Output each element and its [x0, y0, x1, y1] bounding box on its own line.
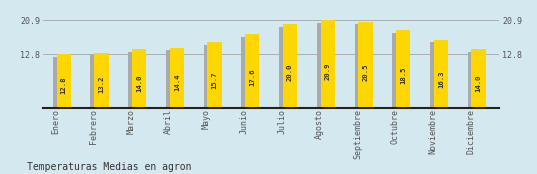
Text: 15.7: 15.7 [212, 72, 217, 89]
Bar [468, 52, 472, 108]
Bar [430, 42, 434, 108]
Text: 14.0: 14.0 [136, 74, 142, 92]
Text: 17.6: 17.6 [249, 68, 255, 86]
Bar [392, 33, 397, 108]
Bar [207, 42, 222, 108]
Bar [471, 49, 486, 108]
Bar [56, 54, 71, 108]
Text: Temperaturas Medias en agron: Temperaturas Medias en agron [27, 162, 191, 172]
Bar [434, 39, 448, 108]
Bar [283, 24, 297, 108]
Bar [204, 45, 208, 108]
Bar [95, 53, 108, 108]
Bar [242, 37, 246, 108]
Bar [317, 23, 321, 108]
Text: 14.0: 14.0 [476, 74, 482, 92]
Bar [166, 50, 170, 108]
Bar [396, 30, 410, 108]
Text: 16.3: 16.3 [438, 70, 444, 88]
Bar [279, 27, 284, 108]
Text: 20.9: 20.9 [325, 62, 331, 80]
Bar [53, 57, 57, 108]
Bar [321, 20, 335, 108]
Bar [128, 52, 133, 108]
Text: 18.5: 18.5 [400, 67, 406, 84]
Text: 12.8: 12.8 [61, 77, 67, 94]
Bar [358, 22, 373, 108]
Text: 20.0: 20.0 [287, 64, 293, 81]
Bar [354, 25, 359, 108]
Bar [170, 48, 184, 108]
Bar [245, 34, 259, 108]
Bar [132, 49, 146, 108]
Text: 13.2: 13.2 [98, 76, 104, 93]
Bar [91, 55, 95, 108]
Text: 14.4: 14.4 [174, 74, 180, 91]
Text: 20.5: 20.5 [362, 63, 368, 81]
